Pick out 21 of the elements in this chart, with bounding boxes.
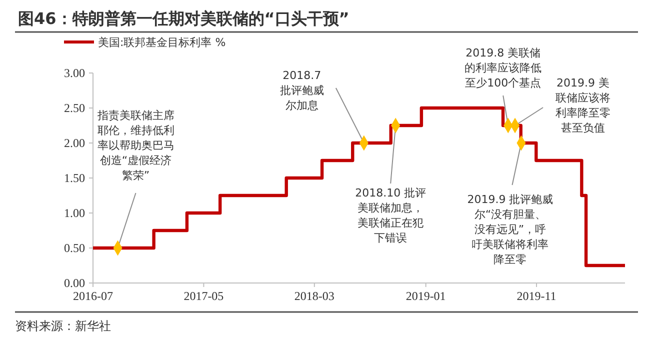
y-tick-label: 1.50 [64, 171, 85, 185]
x-tick-label: 2016-07 [73, 289, 113, 303]
x-tick-label: 2017-05 [184, 289, 224, 303]
x-tick-label: 2018-03 [294, 289, 334, 303]
annotation: 2018.10 批评美联储加息，美联储正在犯下错误 [355, 186, 426, 244]
x-tick-label: 2019-01 [406, 289, 446, 303]
y-tick-label: 3.00 [64, 66, 85, 80]
annotation: 2018.7批评鲍威尔加息 [280, 69, 324, 112]
text: 资料来源：新华社 [15, 319, 111, 333]
annotation: 2019.9 批评鲍威尔“没有胆量、没有远见”，呼吁美联储将利率降至零 [467, 193, 554, 266]
chart-title: 图46：特朗普第一任期对美联储的“口头干预” [18, 9, 350, 28]
annotation: 2019.9 美联储应该将利率降至零甚至负值 [556, 76, 611, 134]
y-tick-label: 2.50 [64, 101, 85, 115]
x-tick-label: 2019-11 [516, 289, 556, 303]
annotation: 指责美联储主席耶伦，维持低利率以帮助奥巴马创造“虚假经济繁荣” [96, 109, 174, 182]
y-tick-label: 0.50 [64, 241, 85, 255]
annotation: 2019.8 美联储的利率应该降低至少100个基点 [464, 46, 542, 90]
y-tick-label: 1.00 [64, 206, 85, 220]
y-tick-label: 2.00 [64, 136, 85, 150]
y-tick-label: 0.00 [64, 276, 85, 290]
legend-label: 美国:联邦基金目标利率 % [98, 36, 226, 49]
